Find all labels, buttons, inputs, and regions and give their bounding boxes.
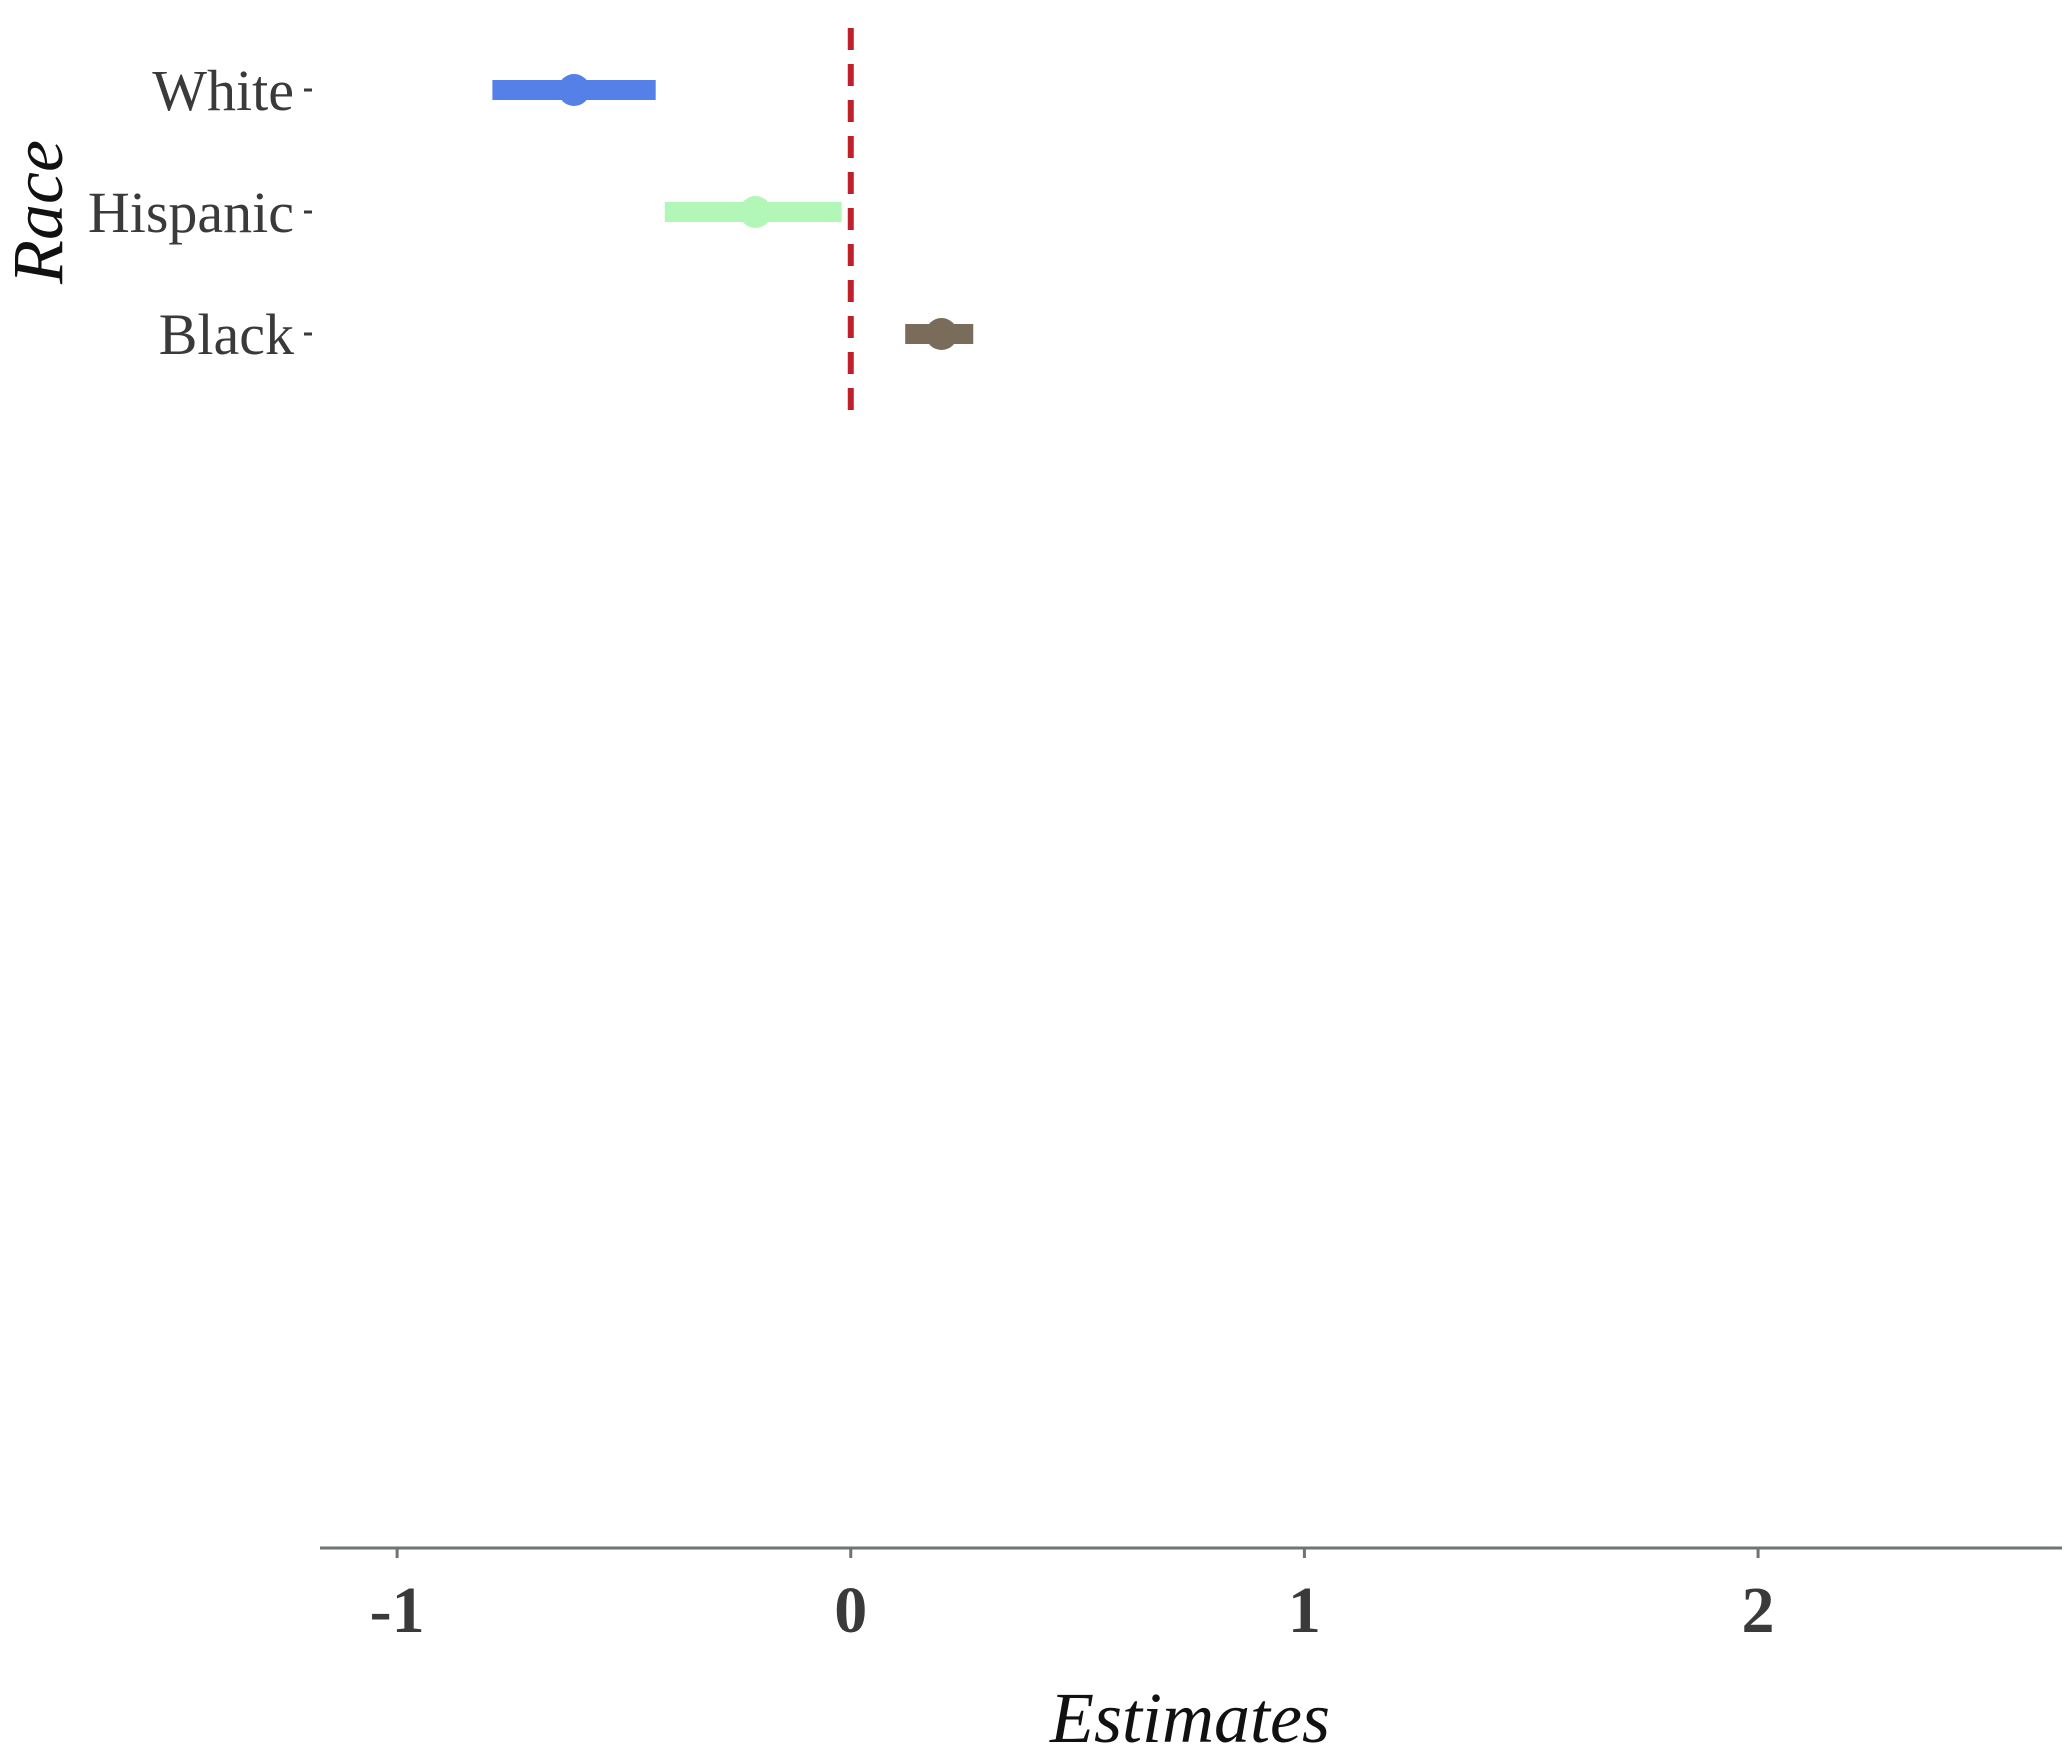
y-axis-title: Race [0,140,78,285]
x-tick-label: 0 [834,1574,867,1647]
y-axis: White Hispanic Black [88,58,312,367]
x-axis-title: Estimates [1049,1678,1330,1758]
y-tick-label: Hispanic [88,180,294,245]
estimate-point [739,196,772,228]
y-tick-label: White [152,58,294,123]
estimate-point [925,318,958,350]
x-tick-label: -1 [370,1574,425,1647]
x-axis: -1 0 1 2 [320,1546,2062,1647]
estimate-point [558,74,591,106]
y-tick-label: Black [159,302,294,367]
x-tick-label: 1 [1288,1574,1321,1647]
estimate-marks [492,74,974,350]
x-tick-label: 2 [1742,1574,1775,1647]
